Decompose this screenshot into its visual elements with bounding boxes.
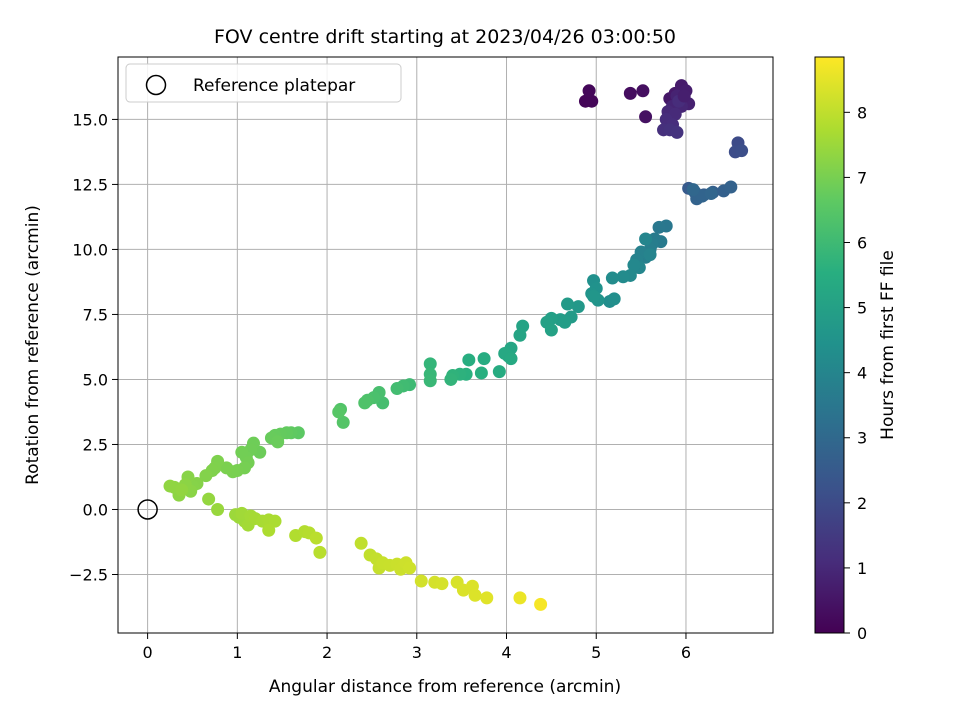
data-point <box>468 588 482 602</box>
data-point <box>390 382 404 396</box>
data-point <box>677 89 691 103</box>
data-point <box>605 271 619 285</box>
data-point <box>544 323 558 337</box>
data-point <box>202 492 216 506</box>
data-point <box>474 366 488 380</box>
data-point <box>513 328 527 342</box>
y-tick-label: 10.0 <box>72 240 108 259</box>
data-point <box>336 415 350 429</box>
data-point <box>163 479 177 493</box>
y-axis-ticks: −2.5 0.0 2.5 5.0 7.5 10.0 12.5 15.0 <box>69 110 118 584</box>
colorbar-label: Hours from first FF file <box>878 250 898 440</box>
y-tick-label: −2.5 <box>69 565 108 584</box>
data-point <box>354 536 368 550</box>
data-point <box>462 353 476 367</box>
colorbar-tick-label: 7 <box>857 168 867 187</box>
data-point <box>704 187 718 201</box>
data-point <box>211 502 225 516</box>
data-point <box>175 483 189 497</box>
data-point <box>561 297 575 311</box>
x-tick-label: 2 <box>322 643 332 662</box>
legend-entry: Reference platepar <box>193 76 355 96</box>
colorbar-tick-label: 5 <box>857 299 867 318</box>
data-point <box>435 577 449 591</box>
data-point <box>403 561 417 575</box>
data-point <box>423 374 437 388</box>
legend-marker-icon <box>145 74 167 96</box>
data-point <box>513 591 527 605</box>
data-point <box>571 300 585 314</box>
data-point <box>492 365 506 379</box>
data-point <box>636 84 650 98</box>
data-point <box>623 86 637 100</box>
data-point <box>313 545 327 559</box>
y-axis-label: Rotation from reference (arcmin) <box>23 205 43 485</box>
colorbar-ticks: 0 1 2 3 4 5 6 7 8 <box>844 103 867 643</box>
colorbar-tick-label: 1 <box>857 559 867 578</box>
y-tick-label: 15.0 <box>72 110 108 129</box>
data-point <box>670 125 684 139</box>
plot-frame <box>117 56 774 634</box>
data-point <box>627 258 641 272</box>
colorbar-gradient <box>814 56 845 634</box>
colorbar-tick-label: 2 <box>857 494 867 513</box>
data-point <box>477 352 491 366</box>
y-tick-label: 0.0 <box>83 500 108 519</box>
data-point <box>309 531 323 545</box>
x-tick-label: 1 <box>232 643 242 662</box>
chart-title: FOV centre drift starting at 2023/04/26 … <box>214 26 676 48</box>
x-axis-ticks: 0 1 2 3 4 5 6 <box>143 633 691 662</box>
x-tick-label: 4 <box>501 643 511 662</box>
grid <box>118 57 773 633</box>
data-point <box>652 220 666 234</box>
x-tick-label: 0 <box>143 643 153 662</box>
data-point <box>735 144 749 158</box>
reference-platepar-marker <box>137 499 158 520</box>
data-point <box>504 352 518 366</box>
data-point <box>686 183 700 197</box>
colorbar-tick-label: 0 <box>857 624 867 643</box>
data-point <box>480 591 494 605</box>
colorbar-tick-label: 8 <box>857 103 867 122</box>
x-tick-label: 6 <box>681 643 691 662</box>
data-point <box>444 372 458 386</box>
y-tick-label: 2.5 <box>83 435 108 454</box>
data-point <box>235 445 249 459</box>
colorbar-tick-label: 4 <box>857 364 867 383</box>
x-tick-label: 5 <box>591 643 601 662</box>
data-point <box>616 270 630 284</box>
x-axis-label: Angular distance from reference (arcmin) <box>269 677 621 697</box>
data-point <box>534 597 548 611</box>
legend: Reference platepar <box>125 63 402 103</box>
legend-box <box>125 63 402 103</box>
data-point <box>199 469 213 483</box>
data-point <box>643 248 657 262</box>
data-point <box>262 523 276 537</box>
colorbar-tick-label: 3 <box>857 429 867 448</box>
data-point <box>639 110 653 124</box>
data-point <box>724 180 738 194</box>
data-point <box>220 461 234 475</box>
y-tick-label: 7.5 <box>83 305 108 324</box>
colorbar: 0 1 2 3 4 5 6 7 8 Hours from first FF file <box>814 56 898 643</box>
data-point <box>414 574 428 588</box>
data-point <box>639 232 653 246</box>
data-point <box>582 84 596 98</box>
data-point <box>423 357 437 371</box>
data-point <box>268 514 282 528</box>
data-points <box>163 79 749 611</box>
data-point <box>585 94 599 108</box>
colorbar-tick-label: 6 <box>857 233 867 252</box>
x-tick-label: 3 <box>412 643 422 662</box>
y-tick-label: 12.5 <box>72 175 108 194</box>
data-point <box>607 292 621 306</box>
data-point <box>332 405 346 419</box>
data-point <box>271 435 285 449</box>
data-point <box>558 315 572 329</box>
data-point <box>587 289 601 303</box>
data-point <box>358 396 372 410</box>
y-tick-label: 5.0 <box>83 370 108 389</box>
